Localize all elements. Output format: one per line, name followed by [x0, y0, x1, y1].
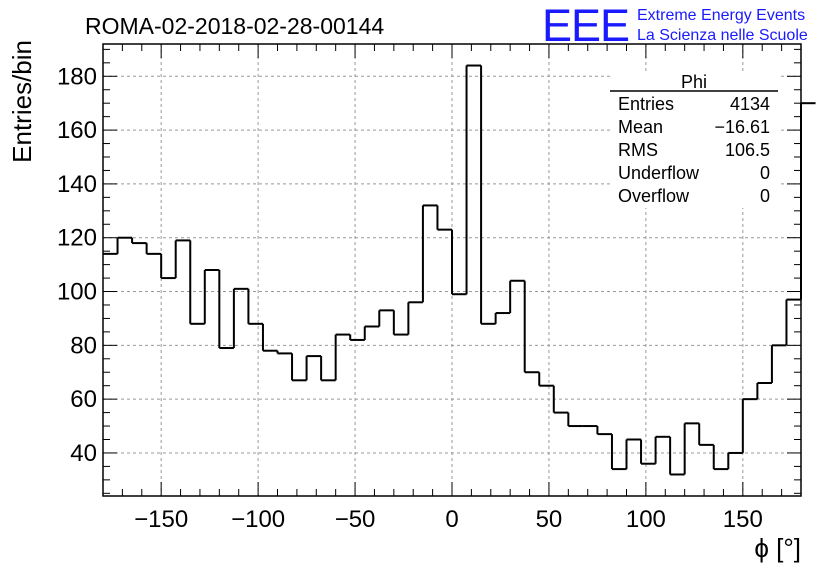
x-tick-label: −50 — [335, 506, 376, 533]
x-tick-label: 50 — [536, 506, 563, 533]
stats-row-label: Entries — [618, 94, 674, 114]
stats-row-label: RMS — [618, 140, 658, 160]
run-title: ROMA-02-2018-02-28-00144 — [85, 13, 384, 39]
y-tick-label: 100 — [57, 279, 97, 306]
stats-row-label: Overflow — [618, 186, 690, 206]
y-axis-label: Entries/bin — [7, 40, 37, 163]
logo-line-2: La Scienza nelle Scuole — [637, 27, 808, 44]
y-tick-labels: 40 60 80 100 120 140 160 180 — [57, 63, 97, 467]
y-tick-label: 40 — [70, 440, 97, 467]
x-tick-label: −100 — [231, 506, 285, 533]
y-tick-label: 160 — [57, 117, 97, 144]
y-tick-label: 140 — [57, 171, 97, 198]
stats-row-label: Underflow — [618, 163, 700, 183]
x-axis-label: ϕ [°] — [754, 533, 801, 563]
stats-row-label: Mean — [618, 117, 663, 137]
x-tick-label: 100 — [626, 506, 666, 533]
logo-line-1: Extreme Energy Events — [637, 7, 805, 24]
stats-row-value: 4134 — [730, 94, 770, 114]
stats-row-value: −16.61 — [714, 117, 770, 137]
eee-logo: EEE — [542, 0, 629, 51]
x-tick-label: −150 — [134, 506, 188, 533]
x-tick-label: 150 — [723, 506, 763, 533]
y-tick-label: 60 — [70, 386, 97, 413]
stats-row-value: 0 — [760, 186, 770, 206]
y-tick-label: 180 — [57, 63, 97, 90]
x-tick-labels: −150 −100 −50 0 50 100 150 — [134, 506, 763, 533]
stats-box: Phi Entries 4134 Mean −16.61 RMS 106.5 Underfl… — [610, 72, 778, 208]
axis-ticks — [102, 44, 802, 496]
histogram-series — [103, 64, 816, 476]
stats-box-title: Phi — [681, 72, 707, 92]
stats-row-value: 106.5 — [725, 140, 770, 160]
stats-box-bg — [610, 74, 778, 208]
y-tick-label: 120 — [57, 225, 97, 252]
x-tick-label: 0 — [445, 506, 458, 533]
stats-row-value: 0 — [760, 163, 770, 183]
y-tick-label: 80 — [70, 332, 97, 359]
